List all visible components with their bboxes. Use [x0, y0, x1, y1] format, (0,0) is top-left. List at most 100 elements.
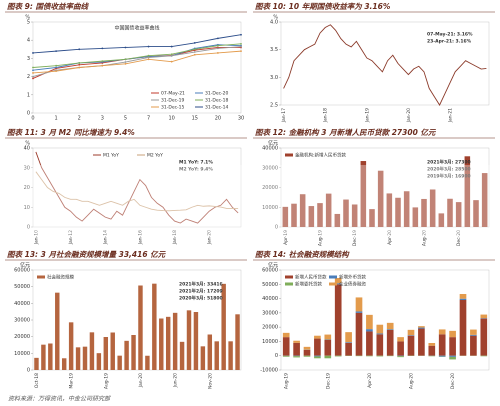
point: [55, 66, 58, 69]
bar: [447, 198, 453, 227]
point: [170, 45, 173, 48]
x-tick-label: Dec-19: [352, 230, 358, 246]
bar: [165, 316, 171, 370]
y-tick-label: 50000: [14, 284, 30, 290]
bar-segment: [355, 311, 363, 313]
x-tick-label: Jan-18: [323, 108, 329, 123]
x-tick-label: Apr-19: [283, 230, 289, 245]
bar: [429, 189, 436, 227]
y-axis-label: %: [25, 141, 30, 147]
chart-subtitle: 中国国债收益率曲线: [114, 25, 159, 32]
bar: [421, 198, 427, 227]
legend-label: 金融机构:新增人民币贷款: [295, 152, 347, 159]
point: [101, 47, 104, 50]
bar: [317, 203, 323, 227]
bar: [228, 341, 233, 370]
point: [170, 54, 173, 57]
point: [78, 62, 81, 64]
bar-segment: [376, 324, 384, 334]
bar: [369, 209, 375, 227]
bar: [200, 346, 206, 370]
bar-segment: [366, 314, 373, 330]
legend-label: 31-Dec-14: [205, 105, 229, 111]
chart-title: 图表 12: 金融机构 3 月新增人民币贷款 27300 亿元: [255, 128, 437, 137]
legend-label: 新增委托贷款: [295, 281, 322, 288]
x-tick-label: Apr-20: [367, 373, 373, 388]
bar-segment: [282, 355, 290, 357]
bar: [159, 318, 164, 370]
annotation: 2021年3月: 27300: [427, 159, 471, 166]
x-tick-label: 5: [124, 116, 127, 122]
bar-segment: [376, 334, 384, 356]
y-tick-label: 3.5: [270, 47, 278, 53]
point: [55, 50, 58, 53]
bar-segment: [366, 355, 373, 357]
bar-segment: [438, 355, 446, 357]
y-tick-label: 5: [27, 20, 30, 26]
bar: [75, 347, 81, 370]
bar-segment: [314, 356, 321, 359]
bar-segment: [470, 329, 477, 335]
bar-segment: [449, 355, 456, 357]
bar: [325, 193, 332, 227]
y-axis-label: %: [25, 15, 30, 21]
bar: [68, 322, 74, 370]
x-tick-label: Dec-19: [325, 373, 331, 389]
bar-segment: [438, 329, 446, 335]
point: [147, 56, 150, 59]
bar: [395, 197, 401, 227]
bar-segment: [334, 355, 342, 357]
x-tick-label: 2: [78, 116, 81, 122]
y-tick-label: 30000: [262, 310, 278, 316]
y-tick-label: 3.0: [270, 75, 278, 81]
bar-segment: [345, 342, 352, 343]
bar-segment: [355, 297, 363, 312]
point: [124, 62, 127, 65]
y-tick-label: 2: [27, 74, 30, 80]
watermark-band: [0, 165, 500, 237]
bar-segment: [386, 329, 394, 330]
y-tick-label: 3: [27, 56, 30, 62]
bar: [481, 173, 488, 227]
point: [101, 64, 104, 67]
point: [55, 70, 58, 73]
x-tick-label: Dec-20: [456, 230, 462, 246]
bar-segment: [293, 356, 300, 358]
point: [32, 52, 34, 54]
x-tick-label: Jan-10: [33, 230, 39, 245]
bar: [124, 340, 129, 370]
bar: [61, 358, 67, 370]
chart-title: 图表 14: 社会融资规模结构: [255, 250, 350, 259]
bar: [41, 344, 46, 370]
x-tick-label: Mar-19: [69, 373, 75, 389]
annotation: 2021年3月: 33416: [179, 281, 223, 288]
y-tick-label: 10000: [14, 351, 30, 357]
x-tick-label: Jan-21: [448, 108, 454, 123]
x-tick-label: Aug-19: [318, 230, 324, 246]
bar: [55, 292, 60, 370]
bar: [172, 312, 178, 370]
point: [216, 37, 219, 40]
bar-segment: [459, 300, 467, 356]
legend-label: M2 YoY: [147, 153, 163, 159]
x-tick-label: Aug-19: [284, 373, 290, 389]
y-tick-label: 60000: [262, 268, 278, 274]
bar: [282, 206, 289, 227]
bar: [103, 337, 109, 370]
bar-segment: [397, 341, 404, 356]
chart-title: 图表 11: 3 月 M2 同比增速为 9.4%: [7, 128, 135, 137]
y-tick-label: 4.0: [270, 20, 278, 26]
bar: [110, 332, 115, 370]
point: [193, 48, 196, 51]
bar-segment: [334, 283, 342, 285]
annotation: 2021年2月: 17209: [179, 288, 223, 295]
point: [55, 64, 58, 67]
point: [240, 33, 242, 36]
bar-segment: [418, 327, 425, 329]
legend-label: 企业债券融资: [339, 281, 366, 288]
bar-segment: [282, 332, 290, 338]
x-tick-label: Jan-14: [103, 230, 109, 245]
bar-segment: [293, 340, 300, 343]
series-line: [35, 151, 239, 224]
